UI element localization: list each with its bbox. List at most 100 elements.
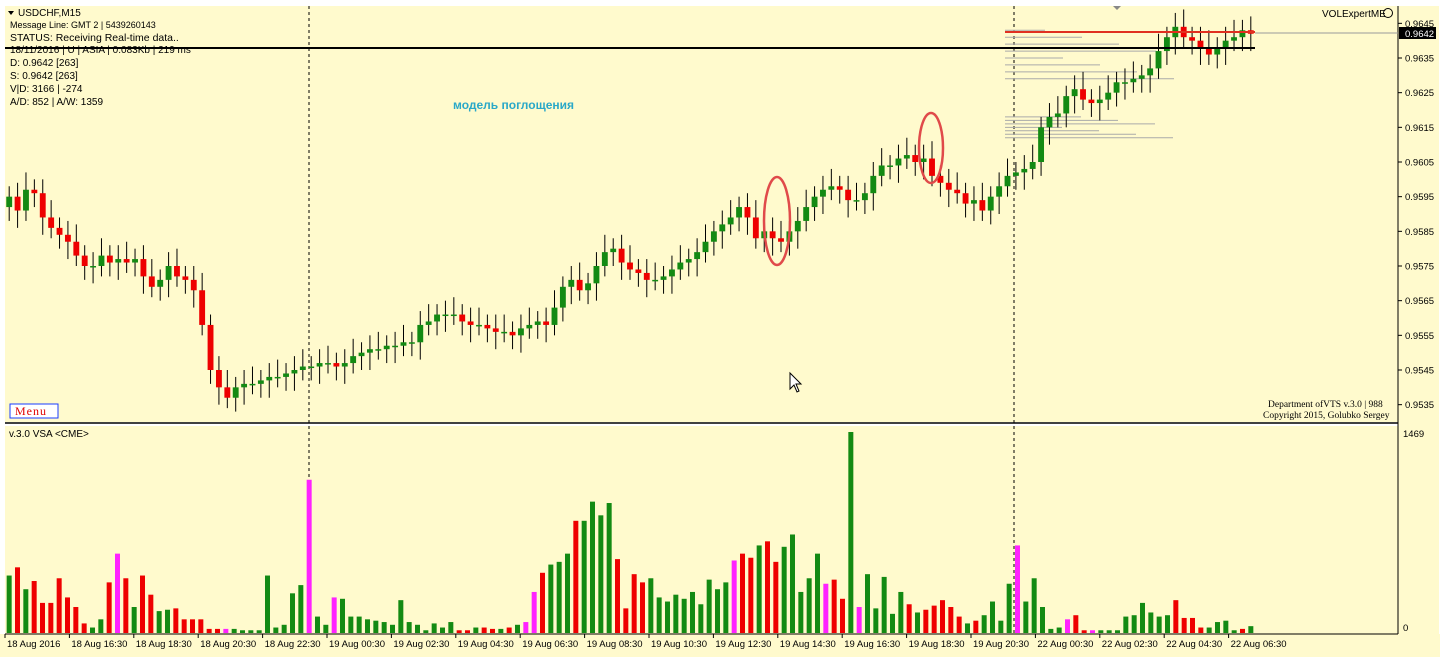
bearish-candle[interactable] xyxy=(31,189,38,194)
bullish-candle[interactable] xyxy=(669,269,675,277)
bullish-candle[interactable] xyxy=(425,321,432,325)
volume-bar[interactable] xyxy=(1181,617,1187,633)
bullish-candle[interactable] xyxy=(6,196,13,208)
volume-bar[interactable] xyxy=(840,598,845,633)
volume-bar[interactable] xyxy=(1240,628,1245,633)
volume-bar[interactable] xyxy=(290,593,295,633)
bearish-candle[interactable] xyxy=(106,255,113,263)
bearish-candle[interactable] xyxy=(643,272,650,280)
volume-bar[interactable] xyxy=(90,627,95,633)
bearish-candle[interactable] xyxy=(148,276,155,287)
bullish-candle[interactable] xyxy=(308,366,315,369)
bullish-candle[interactable] xyxy=(652,279,659,282)
volume-bar[interactable] xyxy=(865,574,870,633)
bullish-candle[interactable] xyxy=(878,165,885,176)
volume-bar[interactable] xyxy=(1173,600,1179,633)
volume-bar[interactable] xyxy=(1190,617,1195,633)
volume-bar[interactable] xyxy=(931,605,937,633)
volume-bar[interactable] xyxy=(606,503,612,633)
volume-bar[interactable] xyxy=(631,574,637,633)
volume-bar[interactable] xyxy=(1090,630,1095,633)
bullish-candle[interactable] xyxy=(90,266,97,268)
volume-bar[interactable] xyxy=(298,585,304,633)
bullish-candle[interactable] xyxy=(1063,96,1070,114)
volume-bar[interactable] xyxy=(1131,615,1137,633)
volume-bar[interactable] xyxy=(448,622,454,633)
volume-bar[interactable] xyxy=(1040,607,1045,633)
bullish-candle[interactable] xyxy=(23,189,29,211)
volume-bar[interactable] xyxy=(990,601,995,633)
bullish-candle[interactable] xyxy=(526,324,533,329)
bearish-candle[interactable] xyxy=(769,231,776,239)
volume-bar[interactable] xyxy=(1081,630,1087,633)
bullish-candle[interactable] xyxy=(551,307,558,325)
bullish-candle[interactable] xyxy=(350,356,357,364)
volume-bar[interactable] xyxy=(640,582,645,633)
volume-bar[interactable] xyxy=(1123,616,1129,633)
volume-bar[interactable] xyxy=(1248,626,1254,633)
bearish-candle[interactable] xyxy=(215,370,222,388)
volume-bar[interactable] xyxy=(565,553,570,633)
volume-bar[interactable] xyxy=(615,559,620,633)
volume-bar[interactable] xyxy=(956,616,962,633)
volume-bar[interactable] xyxy=(981,615,987,633)
bullish-candle[interactable] xyxy=(476,324,482,327)
volume-bar[interactable] xyxy=(906,604,912,633)
price-pane-background[interactable] xyxy=(5,6,1398,422)
bullish-candle[interactable] xyxy=(736,207,742,218)
volume-bar[interactable] xyxy=(790,534,795,633)
bullish-candle[interactable] xyxy=(157,279,164,287)
bullish-candle[interactable] xyxy=(115,259,122,263)
bearish-candle[interactable] xyxy=(1088,99,1095,104)
bearish-candle[interactable] xyxy=(627,262,633,270)
bullish-candle[interactable] xyxy=(593,266,600,284)
bullish-candle[interactable] xyxy=(1239,30,1246,38)
bullish-candle[interactable] xyxy=(1096,99,1103,104)
bullish-candle[interactable] xyxy=(266,376,273,381)
bullish-candle[interactable] xyxy=(1105,92,1112,100)
volume-bar[interactable] xyxy=(898,591,904,633)
volume-bar[interactable] xyxy=(156,611,162,633)
volume-bar[interactable] xyxy=(1148,612,1154,633)
bearish-candle[interactable] xyxy=(1197,40,1204,48)
bearish-candle[interactable] xyxy=(492,328,499,332)
bullish-candle[interactable] xyxy=(660,276,667,280)
volume-bar[interactable] xyxy=(31,581,37,633)
volume-bar[interactable] xyxy=(198,619,204,633)
volume-bar[interactable] xyxy=(965,623,970,633)
volume-bar[interactable] xyxy=(190,619,195,633)
bullish-candle[interactable] xyxy=(274,376,281,379)
bearish-candle[interactable] xyxy=(81,255,88,266)
bullish-candle[interactable] xyxy=(870,175,877,194)
bearish-candle[interactable] xyxy=(752,217,759,239)
bearish-candle[interactable] xyxy=(467,321,474,325)
volume-bar[interactable] xyxy=(848,432,854,633)
volume-bar[interactable] xyxy=(515,624,520,633)
bullish-candle[interactable] xyxy=(383,345,390,350)
volume-bar[interactable] xyxy=(231,628,237,633)
bullish-candle[interactable] xyxy=(1029,162,1036,169)
bullish-candle[interactable] xyxy=(98,255,105,266)
bearish-candle[interactable] xyxy=(484,324,491,329)
volume-bar[interactable] xyxy=(381,622,387,633)
volume-bar[interactable] xyxy=(740,553,745,633)
volume-bar[interactable] xyxy=(406,622,412,633)
bullish-candle[interactable] xyxy=(518,328,524,336)
volume-bar[interactable] xyxy=(806,578,812,633)
bearish-candle[interactable] xyxy=(64,234,71,242)
bullish-candle[interactable] xyxy=(1012,172,1019,176)
volume-bar[interactable] xyxy=(256,630,262,633)
engulfing-pattern-ellipse[interactable] xyxy=(917,111,945,185)
volume-bar[interactable] xyxy=(1140,602,1145,633)
symbol-title[interactable]: USDCHF,M15 xyxy=(18,8,81,19)
volume-bar[interactable] xyxy=(923,609,929,633)
volume-bar[interactable] xyxy=(948,607,954,633)
bullish-candle[interactable] xyxy=(501,331,508,334)
bullish-candle[interactable] xyxy=(1004,175,1011,187)
volume-bar[interactable] xyxy=(715,589,720,633)
volume-bar[interactable] xyxy=(1198,627,1204,633)
bullish-candle[interactable] xyxy=(1071,89,1078,97)
volume-bar[interactable] xyxy=(215,628,220,633)
volume-bar[interactable] xyxy=(831,579,837,633)
bearish-candle[interactable] xyxy=(1189,37,1196,41)
